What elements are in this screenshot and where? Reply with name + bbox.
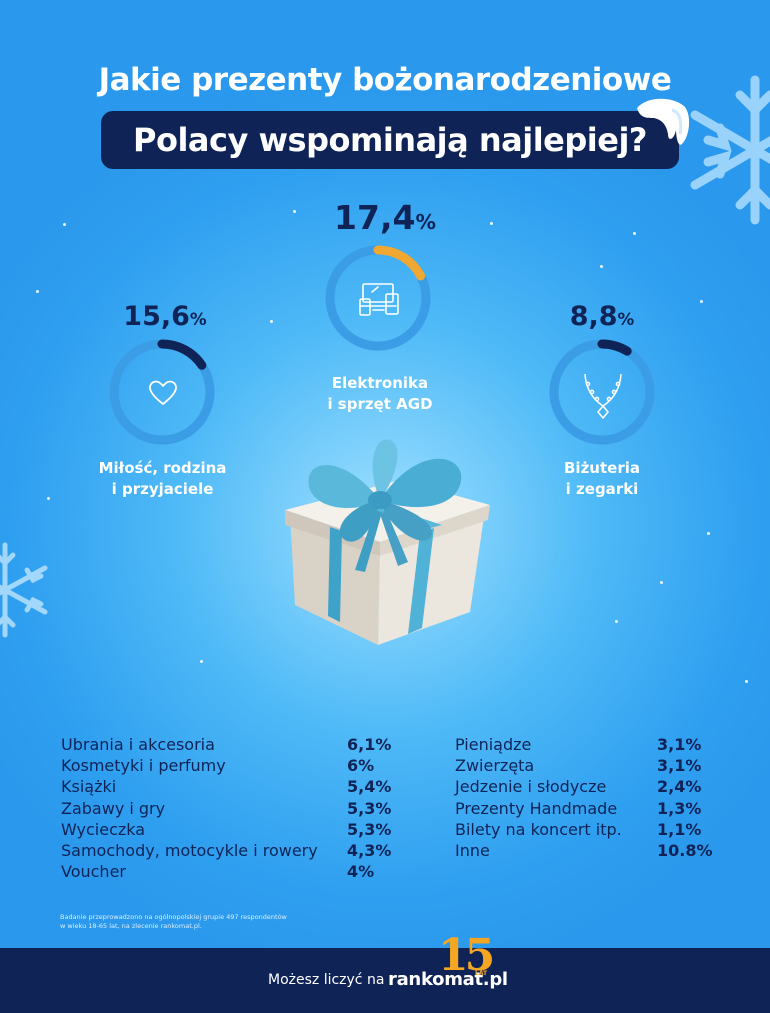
category-value: 6% (347, 756, 375, 776)
category-label: Voucher (61, 862, 126, 882)
donut-value-arc (373, 245, 426, 281)
snowflake-icon (690, 75, 770, 225)
category-label: Prezenty Handmade (455, 798, 618, 818)
category-value: 10.8% (657, 841, 713, 860)
top-category-2-label: Miłość, rodzina i przyjaciele (70, 458, 255, 500)
donut-value-arc (157, 339, 207, 370)
category-value: 5,3% (347, 798, 392, 818)
label-line: Miłość, rodzina (98, 459, 227, 477)
category-row: Zwierzęta 3,1% (455, 756, 701, 776)
category-label: Zwierzęta (455, 756, 535, 776)
category-row: Prezenty Handmade 1,3% (455, 798, 701, 818)
star-dot (615, 620, 618, 623)
footnote-line: Badanie przeprowadzono na ogólnopolskiej… (60, 913, 287, 921)
footnote: Badanie przeprowadzono na ogólnopolskiej… (60, 913, 360, 931)
donut-chart-2 (109, 339, 215, 445)
label-line: Biżuteria (564, 459, 640, 477)
brand-logo-text[interactable]: rankomat.pl (388, 969, 508, 990)
category-value: 2,4% (657, 777, 702, 797)
star-dot (293, 210, 296, 213)
heart-icon (149, 380, 177, 405)
category-row: Zabawy i gry 5,3% (61, 798, 391, 818)
category-row: Samochody, motocykle i rowery 4,3% (61, 841, 391, 860)
title-line1: Jakie prezenty bożonarodzeniowe (98, 62, 672, 98)
star-dot (63, 223, 66, 226)
star-dot (633, 232, 636, 235)
top-category-2-percent: 15,6% (123, 301, 207, 332)
donut-value-arc (597, 339, 632, 356)
category-row: Inne 10.8% (455, 841, 713, 860)
label-line: i przyjaciele (111, 480, 214, 498)
category-label: Zabawy i gry (61, 798, 166, 818)
footer-bar: Możesz liczyć na rankomat.pl 15 LAT (0, 930, 770, 1013)
star-dot (490, 222, 493, 225)
category-label: Bilety na koncert itp. (455, 819, 622, 839)
category-value: 6,1% (347, 735, 392, 754)
label-line: i sprzęt AGD (327, 395, 433, 413)
snow-cap-icon (637, 98, 690, 145)
necklace-icon (584, 373, 622, 420)
category-label: Wycieczka (61, 819, 146, 839)
category-row: Bilety na koncert itp. 1,1% (455, 819, 701, 839)
category-value: 3,1% (657, 756, 702, 776)
top-category-1-label: Elektronika i sprzęt AGD (290, 373, 470, 415)
category-label: Jedzenie i słodycze (455, 777, 607, 797)
category-label: Kosmetyki i perfumy (61, 756, 226, 776)
category-value: 1,3% (657, 798, 702, 818)
category-label: Ubrania i akcesoria (61, 735, 215, 754)
label-line: Elektronika (331, 374, 429, 392)
star-dot (707, 532, 710, 535)
gift-box-illustration (285, 439, 490, 645)
category-value: 5,3% (347, 819, 392, 839)
title-line2: Polacy wspominają najlepiej? (133, 121, 647, 159)
star-dot (745, 680, 748, 683)
category-label: Inne (455, 841, 490, 860)
category-row: Wycieczka 5,3% (61, 819, 391, 839)
footnote-line: w wieku 18-65 lat, na zlecenie rankomat.… (60, 922, 202, 930)
category-row: Jedzenie i słodycze 2,4% (455, 777, 701, 797)
anniversary-badge-word: LAT (475, 970, 488, 977)
star-dot (600, 265, 603, 268)
category-value: 3,1% (657, 735, 702, 754)
category-row: Książki 5,4% (61, 777, 391, 797)
category-row: Kosmetyki i perfumy 6% (61, 756, 374, 776)
category-value: 5,4% (347, 777, 392, 797)
category-label: Samochody, motocykle i rowery (61, 841, 318, 860)
category-value: 4% (347, 862, 375, 882)
star-dot (700, 300, 703, 303)
title-banner: Polacy wspominają najlepiej? (101, 111, 679, 169)
star-dot (660, 581, 663, 584)
footer-slogan: Możesz liczyć na (268, 972, 385, 988)
snowflake-icon (0, 542, 48, 638)
category-row: Ubrania i akcesoria 6,1% (61, 735, 391, 754)
category-value: 1,1% (657, 819, 702, 839)
label-line: i zegarki (565, 480, 639, 498)
star-dot (200, 660, 203, 663)
top-category-3-percent: 8,8% (569, 301, 635, 332)
devices-icon (359, 283, 399, 316)
category-label: Książki (61, 777, 117, 797)
category-value: 4,3% (347, 841, 392, 860)
top-category-3-label: Biżuteria i zegarki (512, 458, 692, 500)
star-dot (270, 320, 273, 323)
category-row: Pieniądze 3,1% (455, 735, 701, 754)
anniversary-badge: 15 (438, 930, 495, 981)
star-dot (47, 497, 50, 500)
category-label: Pieniądze (455, 735, 532, 754)
donut-chart-3 (549, 339, 655, 445)
category-row: Voucher 4% (61, 862, 374, 882)
other-categories-table: Ubrania i akcesoria 6,1% Kosmetyki i perfu… (61, 735, 713, 882)
star-dot (36, 290, 39, 293)
donut-chart-1 (325, 245, 431, 351)
top-category-1-percent: 17,4% (334, 198, 436, 237)
